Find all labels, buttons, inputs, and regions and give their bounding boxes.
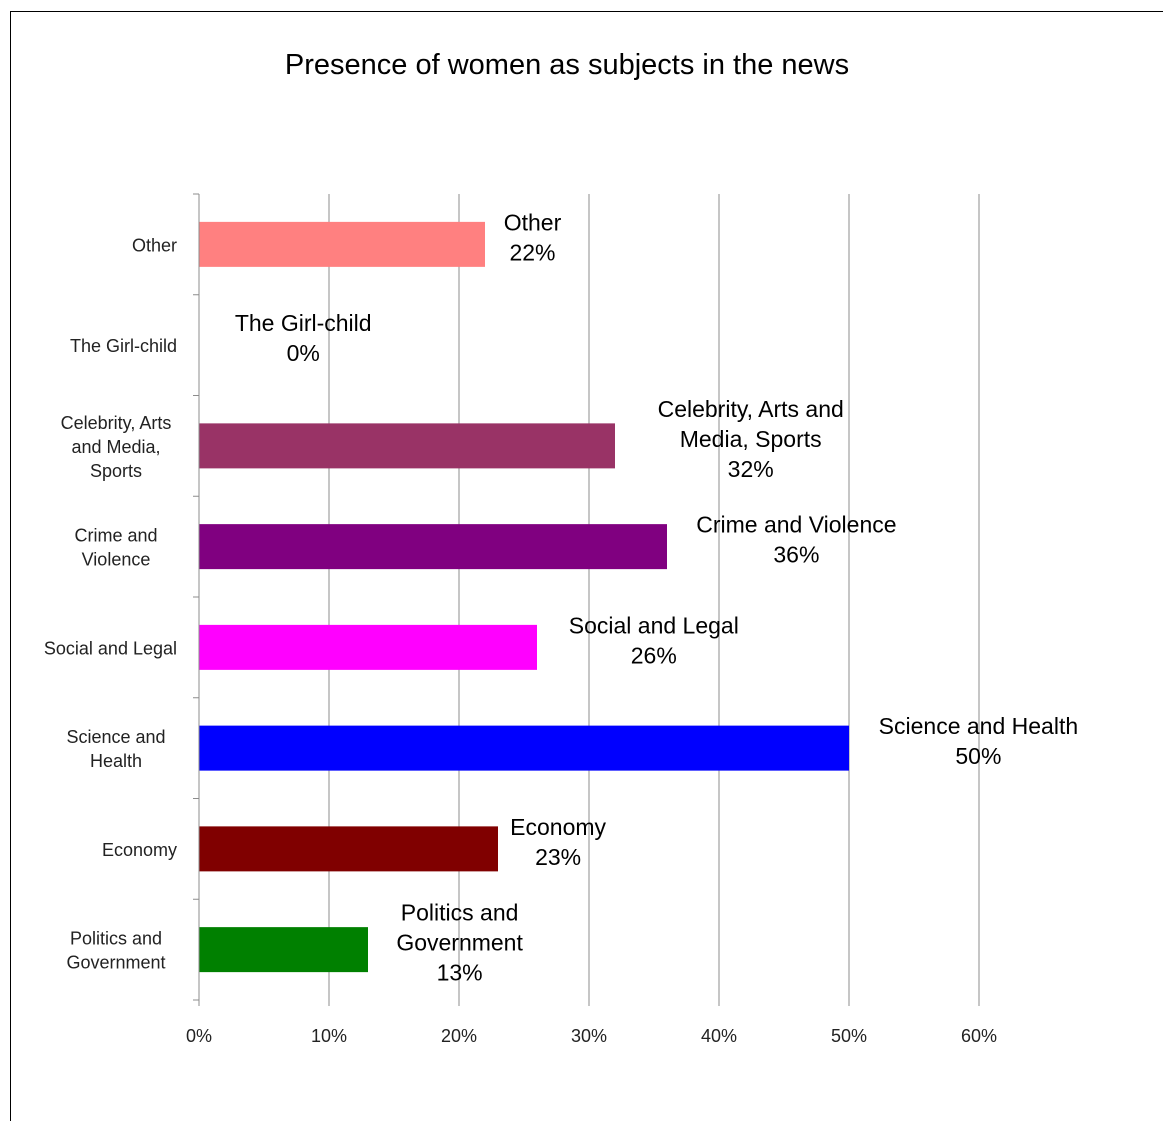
category-label: Celebrity, Arts and Media, Sports (61, 413, 172, 481)
data-label: Politics and Government 13% (396, 900, 523, 986)
data-label: Science and Health 50% (879, 713, 1078, 769)
category-label: Social and Legal (44, 638, 177, 658)
category-label: Crime and Violence (74, 526, 157, 570)
gridlines (328, 194, 980, 1000)
bar (199, 725, 849, 771)
bar (199, 221, 485, 267)
x-tick-label: 60% (961, 1026, 997, 1046)
x-tick-label: 0% (186, 1026, 212, 1046)
category-label: Politics and Government (66, 929, 165, 973)
chart-frame (10, 11, 1163, 1121)
bars (199, 221, 849, 973)
category-label: Other (132, 235, 177, 255)
bar (199, 624, 537, 670)
chart-title: Presence of women as subjects in the new… (285, 49, 849, 81)
axes (193, 193, 980, 1006)
data-label: Economy 23% (510, 814, 606, 870)
data-label: Other 22% (504, 209, 562, 265)
category-label: The Girl-child (70, 336, 177, 356)
category-label: Economy (102, 840, 177, 860)
x-tick-label: 30% (571, 1026, 607, 1046)
x-tick-label: 10% (311, 1026, 347, 1046)
bar (199, 927, 368, 973)
x-tick-label: 20% (441, 1026, 477, 1046)
data-label: Crime and Violence 36% (696, 512, 896, 568)
category-label: Science and Health (66, 727, 165, 771)
data-label: The Girl-child 0% (235, 310, 372, 366)
bar (199, 826, 498, 872)
bar (199, 423, 615, 469)
x-tick-label: 50% (831, 1026, 867, 1046)
x-tick-label: 40% (701, 1026, 737, 1046)
labels: 0% 10% 20% 30% 40% 50% 60% Other Other 22% The Gir… (44, 209, 1078, 1046)
bar (199, 524, 667, 570)
data-label: Social and Legal 26% (569, 612, 739, 668)
data-label: Celebrity, Arts and Media, Sports 32% (658, 396, 844, 482)
